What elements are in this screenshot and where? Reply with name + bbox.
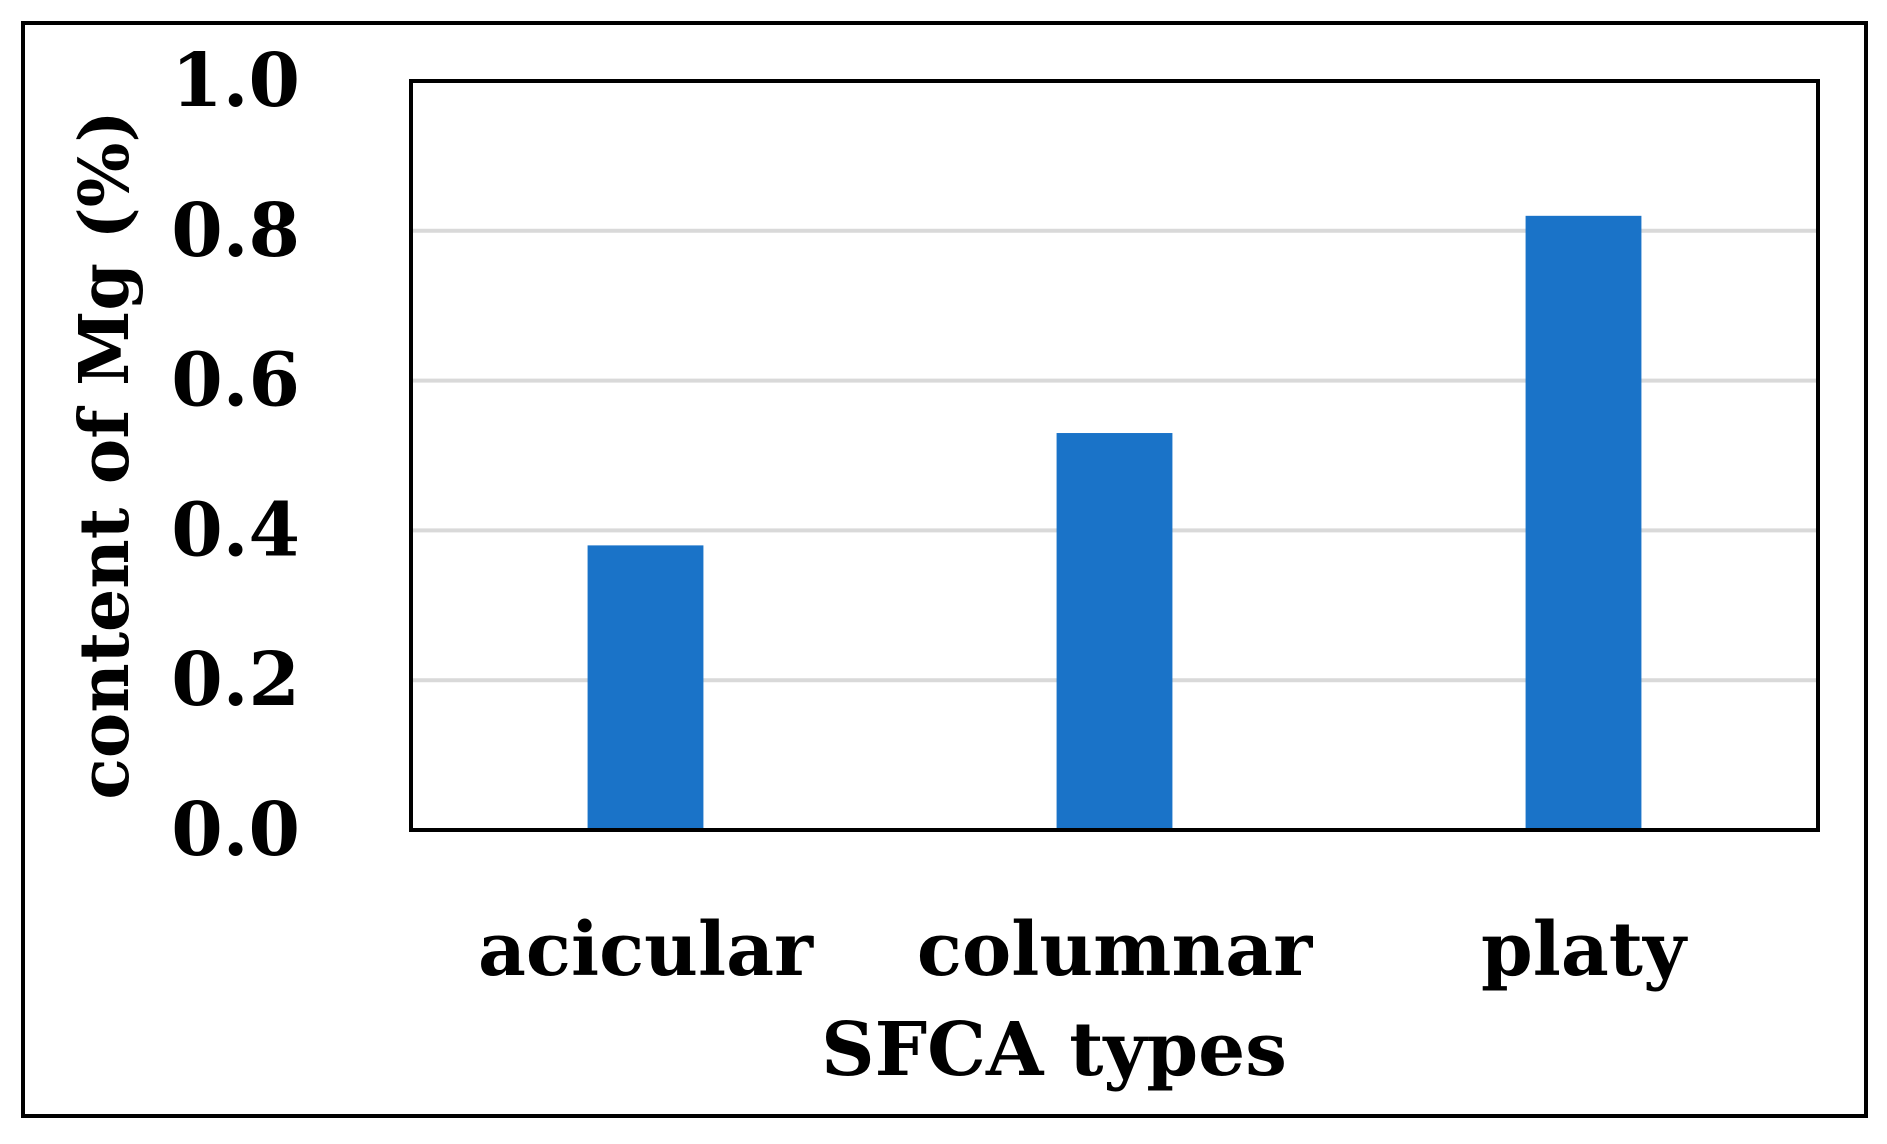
x-tick-labels: acicular columnar platy xyxy=(478,907,1688,993)
y-tick-label: 0.8 xyxy=(171,188,300,274)
y-tick-label: 0.6 xyxy=(171,338,300,424)
bar-acicular xyxy=(587,545,704,830)
y-tick-label: 1.0 xyxy=(171,38,300,124)
bars xyxy=(587,215,1642,830)
y-tick-label: 0.2 xyxy=(171,637,300,723)
x-axis-label: SFCA types xyxy=(821,1007,1287,1093)
y-tick-label: 0.4 xyxy=(171,487,300,573)
x-tick-label-columnar: columnar xyxy=(917,907,1313,993)
x-tick-label-acicular: acicular xyxy=(478,907,814,993)
plot-area-border xyxy=(409,79,1820,832)
bar-columnar xyxy=(1056,433,1173,830)
y-axis-label: content of Mg (%) xyxy=(65,110,145,799)
x-tick-label-platy: platy xyxy=(1481,907,1688,993)
bar-platy xyxy=(1525,215,1642,830)
y-tick-label: 0.0 xyxy=(171,787,300,873)
y-tick-labels: 0.0 0.2 0.4 0.6 0.8 1.0 xyxy=(171,38,300,873)
